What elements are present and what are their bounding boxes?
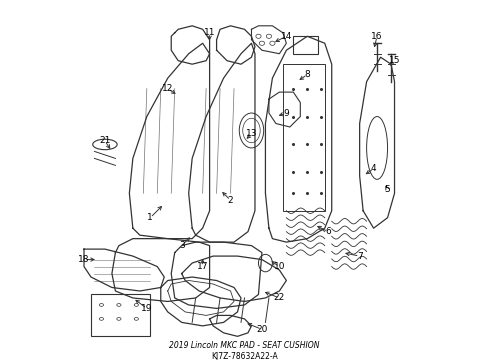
Text: 9: 9 bbox=[283, 108, 289, 117]
Text: 16: 16 bbox=[370, 32, 382, 41]
Text: 10: 10 bbox=[273, 262, 285, 271]
Text: 4: 4 bbox=[370, 165, 376, 174]
Text: 1: 1 bbox=[147, 213, 153, 222]
Bar bbox=[293, 36, 317, 54]
Text: 2019 Lincoln MKC PAD - SEAT CUSHION: 2019 Lincoln MKC PAD - SEAT CUSHION bbox=[169, 341, 319, 350]
Bar bbox=[282, 64, 324, 211]
Text: 15: 15 bbox=[388, 56, 400, 65]
Text: 7: 7 bbox=[356, 252, 362, 261]
Text: 22: 22 bbox=[273, 293, 285, 302]
Text: 2: 2 bbox=[227, 196, 233, 205]
Text: 11: 11 bbox=[203, 28, 215, 37]
Text: 21: 21 bbox=[99, 136, 110, 145]
Bar bbox=[91, 294, 150, 336]
Text: 20: 20 bbox=[256, 325, 267, 334]
Text: 13: 13 bbox=[245, 130, 257, 139]
Text: 17: 17 bbox=[197, 262, 208, 271]
Text: 14: 14 bbox=[280, 32, 291, 41]
Text: 12: 12 bbox=[162, 84, 173, 93]
Text: 6: 6 bbox=[325, 227, 330, 236]
Text: 3: 3 bbox=[179, 241, 184, 250]
Text: 5: 5 bbox=[384, 185, 389, 194]
Text: 8: 8 bbox=[304, 70, 309, 79]
Text: 18: 18 bbox=[78, 255, 90, 264]
Text: KJ7Z-78632A22-A: KJ7Z-78632A22-A bbox=[211, 352, 277, 360]
Text: 19: 19 bbox=[141, 304, 152, 313]
